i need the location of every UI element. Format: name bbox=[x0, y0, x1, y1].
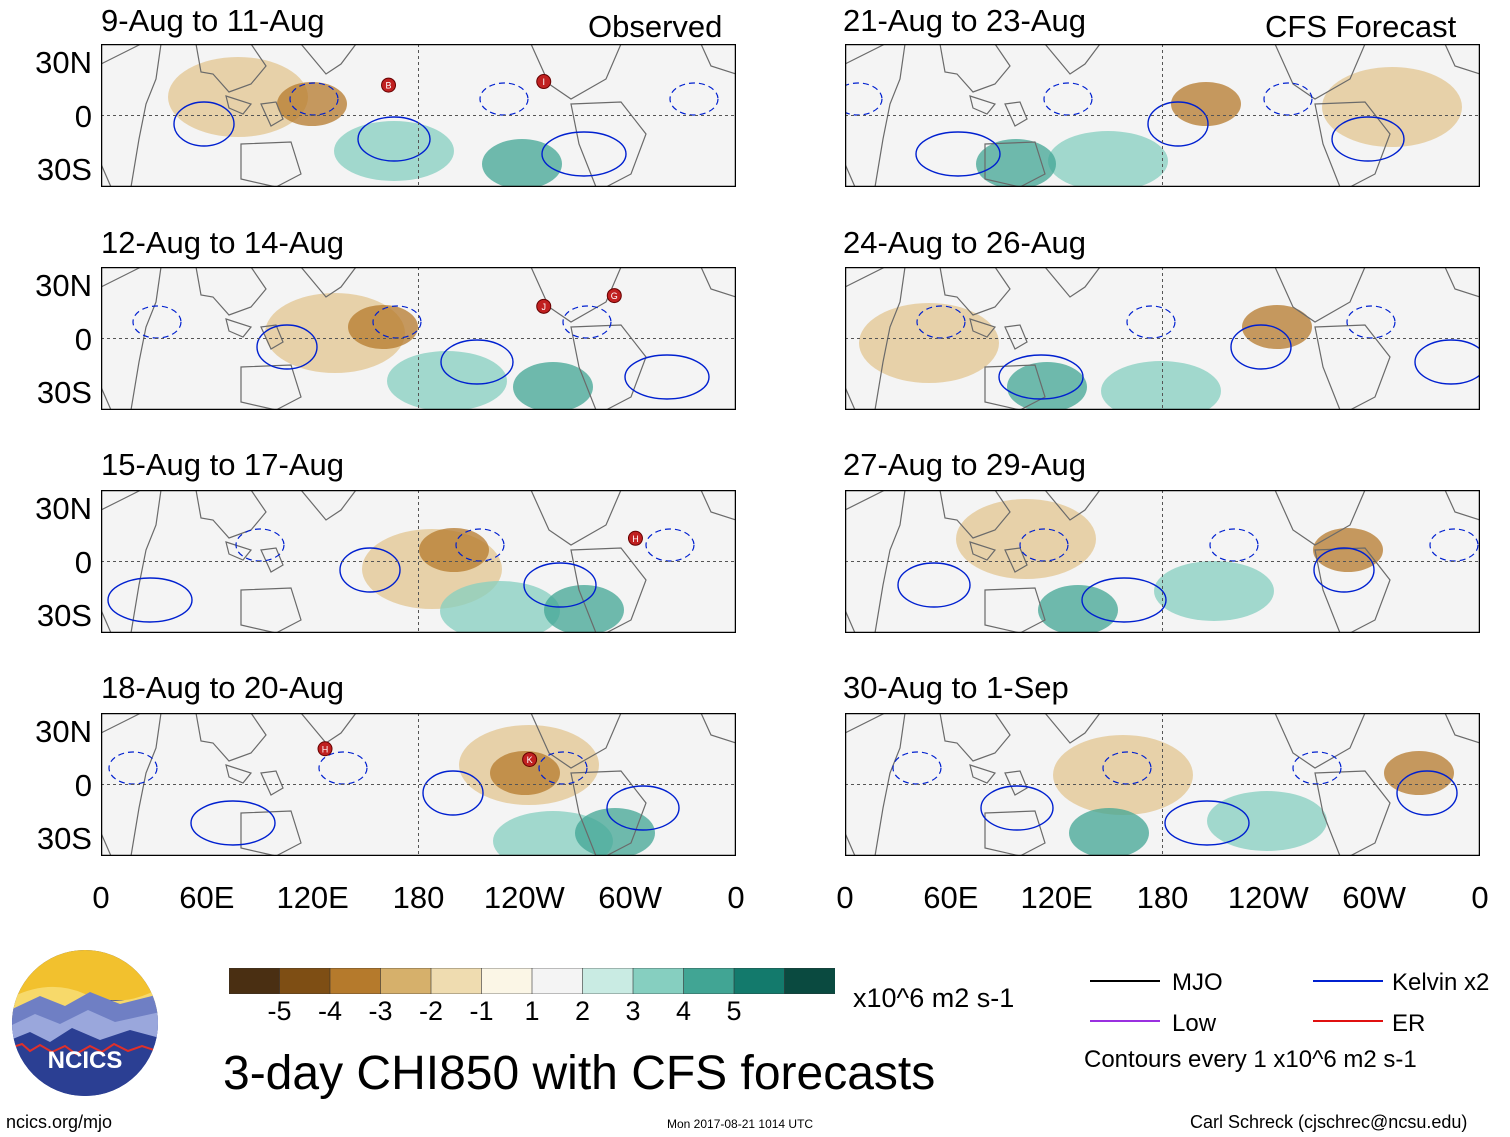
map-panel-1-0 bbox=[845, 44, 1480, 187]
logo-text: NCICS bbox=[48, 1047, 123, 1074]
y-tick-label: 0 bbox=[74, 321, 92, 357]
map-panel-0-1: JG bbox=[101, 267, 736, 410]
x-tick-label: 120W bbox=[1227, 880, 1309, 915]
colorbar-swatch bbox=[632, 968, 685, 994]
storm-marker-h: H bbox=[627, 530, 643, 546]
x-tick-label: 180 bbox=[1136, 880, 1189, 915]
y-tick-label: 30S bbox=[36, 598, 92, 634]
panel-title-obs-4: 18-Aug to 20-Aug bbox=[101, 670, 345, 705]
footer-credit: Carl Schreck (cjschrec@ncsu.edu) bbox=[1190, 1112, 1468, 1132]
panel-title-obs-1: 9-Aug to 11-Aug bbox=[101, 3, 325, 38]
column-header-cfs-forecast: CFS Forecast bbox=[1265, 9, 1457, 44]
map-panel-0-2: H bbox=[101, 490, 736, 633]
colorbar-swatch bbox=[380, 968, 432, 994]
svg-text:I: I bbox=[542, 77, 545, 87]
panel-title-fc-3: 27-Aug to 29-Aug bbox=[843, 447, 1087, 482]
panel-title-fc-4: 30-Aug to 1-Sep bbox=[843, 670, 1069, 705]
colorbar-tick-label: 2 bbox=[574, 996, 591, 1026]
colorbar-swatch bbox=[733, 968, 786, 994]
colorbar-tick-label: -1 bbox=[469, 996, 494, 1026]
colorbar-tick-label: 3 bbox=[625, 996, 641, 1026]
y-tick-label: 30N bbox=[35, 44, 92, 80]
x-tick-label: 180 bbox=[392, 880, 445, 915]
panel-title-fc-2: 24-Aug to 26-Aug bbox=[843, 225, 1087, 260]
colorbar-swatch bbox=[531, 968, 584, 994]
colorbar-swatch bbox=[329, 968, 382, 994]
colorbar-swatch bbox=[784, 968, 835, 994]
storm-marker-k: K bbox=[522, 751, 538, 767]
footer-url[interactable]: ncics.org/mjo bbox=[6, 1112, 113, 1132]
y-tick-label: 30N bbox=[35, 490, 92, 526]
colorbar-tick-label: -2 bbox=[418, 996, 444, 1026]
panel-title-obs-3: 15-Aug to 17-Aug bbox=[101, 447, 345, 482]
y-tick-label: 0 bbox=[74, 767, 92, 803]
y-tick-label: 0 bbox=[74, 98, 92, 134]
footer-timestamp: Mon 2017-08-21 1014 UTC bbox=[667, 1117, 814, 1131]
colorbar-tick-label: -5 bbox=[267, 996, 292, 1026]
y-tick-label: 30S bbox=[36, 375, 92, 411]
legend-label-mjo: MJO bbox=[1172, 969, 1223, 996]
colorbar-swatch bbox=[481, 968, 533, 994]
colorbar-tick-label: -3 bbox=[368, 996, 393, 1026]
y-tick-label: 30S bbox=[36, 821, 92, 857]
storm-marker-j: J bbox=[536, 298, 552, 314]
svg-text:H: H bbox=[632, 534, 639, 544]
storm-marker-b: B bbox=[381, 77, 397, 93]
y-tick-label: 30N bbox=[35, 267, 92, 303]
colorbar-tick-label: 1 bbox=[524, 996, 540, 1026]
y-tick-label: 0 bbox=[74, 544, 92, 580]
x-tick-label: 0 bbox=[727, 880, 745, 915]
colorbar-swatch bbox=[229, 968, 281, 994]
y-tick-label: 30S bbox=[36, 152, 92, 188]
column-header-observed: Observed bbox=[588, 9, 723, 44]
x-tick-label: 0 bbox=[836, 880, 854, 915]
ncics-logo: NCICS bbox=[12, 950, 158, 1096]
x-tick-label: 60W bbox=[1342, 880, 1407, 915]
x-tick-label: 0 bbox=[92, 880, 110, 915]
panel-title-obs-2: 12-Aug to 14-Aug bbox=[101, 225, 345, 260]
x-tick-label: 120E bbox=[276, 880, 349, 915]
map-panel-1-3 bbox=[845, 713, 1480, 856]
colorbar bbox=[229, 968, 835, 994]
map-panel-1-2 bbox=[845, 490, 1480, 633]
map-panel-0-3: HK bbox=[101, 713, 736, 856]
x-tick-label: 0 bbox=[1471, 880, 1489, 915]
storm-marker-g: G bbox=[606, 288, 622, 304]
x-tick-label: 120E bbox=[1020, 880, 1093, 915]
x-tick-label: 120W bbox=[483, 880, 565, 915]
main-title: 3-day CHI850 with CFS forecasts bbox=[223, 1047, 936, 1100]
storm-marker-h: H bbox=[317, 741, 333, 757]
legend-label-er: ER bbox=[1392, 1010, 1426, 1037]
contour-legend bbox=[1090, 980, 1383, 1022]
colorbar-swatch bbox=[582, 968, 634, 994]
colorbar-swatch bbox=[279, 968, 331, 994]
svg-text:G: G bbox=[611, 291, 618, 301]
units-label: x10^6 m2 s-1 bbox=[853, 983, 1015, 1013]
legend-label-low: Low bbox=[1172, 1010, 1217, 1037]
colorbar-swatch bbox=[683, 968, 735, 994]
colorbar-tick-label: 5 bbox=[726, 996, 742, 1026]
x-tick-label: 60E bbox=[923, 880, 979, 915]
contour-interval-note: Contours every 1 x10^6 m2 s-1 bbox=[1084, 1046, 1417, 1073]
panel-title-fc-1: 21-Aug to 23-Aug bbox=[843, 3, 1087, 38]
colorbar-tick-label: -4 bbox=[317, 996, 343, 1026]
x-tick-label: 60E bbox=[179, 880, 235, 915]
svg-text:J: J bbox=[541, 302, 546, 312]
colorbar-swatch bbox=[430, 968, 483, 994]
y-tick-label: 30N bbox=[35, 713, 92, 749]
map-panel-1-1 bbox=[845, 267, 1480, 410]
storm-marker-i: I bbox=[536, 74, 552, 90]
colorbar-tick-label: 4 bbox=[675, 996, 692, 1026]
svg-text:B: B bbox=[386, 81, 392, 91]
svg-text:K: K bbox=[527, 755, 533, 765]
legend-label-kelvin: Kelvin x2 bbox=[1392, 969, 1490, 996]
x-tick-label: 60W bbox=[598, 880, 663, 915]
svg-text:H: H bbox=[322, 744, 329, 754]
